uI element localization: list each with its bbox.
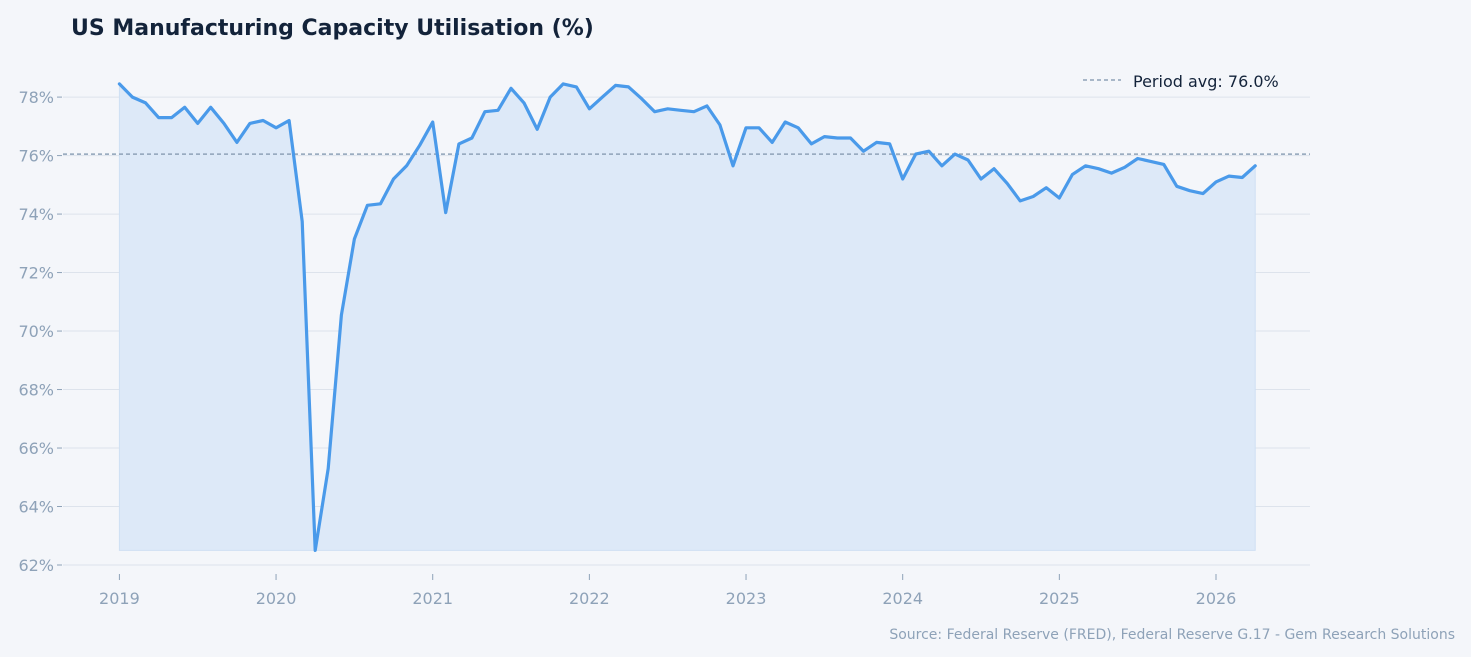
chart-title: US Manufacturing Capacity Utilisation (%… bbox=[71, 16, 594, 41]
y-tick-label: 68% bbox=[18, 381, 54, 400]
x-tick-label: 2023 bbox=[726, 589, 767, 608]
source-note: Source: Federal Reserve (FRED), Federal … bbox=[889, 627, 1455, 643]
y-tick-label: 66% bbox=[18, 439, 54, 458]
x-tick-label: 2020 bbox=[256, 589, 297, 608]
y-tick-label: 70% bbox=[18, 322, 54, 341]
legend-avg-label: Period avg: 76.0% bbox=[1133, 72, 1279, 91]
y-tick-label: 72% bbox=[18, 264, 54, 283]
x-tick-label: 2019 bbox=[99, 589, 140, 608]
y-tick-label: 78% bbox=[18, 88, 54, 107]
line-layer bbox=[117, 82, 1257, 552]
y-tick-label: 62% bbox=[18, 556, 54, 575]
y-tick-label: 76% bbox=[18, 147, 54, 166]
x-tick-label: 2024 bbox=[882, 589, 923, 608]
x-tick-label: 2022 bbox=[569, 589, 610, 608]
axis-layer: 62% 64% 66% 68% 70% 72% 74% 76% 78% 2019 2020 2021 2… bbox=[18, 88, 1310, 608]
x-tick-label: 2021 bbox=[412, 589, 453, 608]
series-line bbox=[117, 82, 1257, 552]
y-tick-label: 64% bbox=[18, 498, 54, 517]
x-tick-label: 2026 bbox=[1196, 589, 1237, 608]
legend: Period avg: 76.0% bbox=[1083, 72, 1279, 91]
y-tick-label: 74% bbox=[18, 205, 54, 224]
x-tick-label: 2025 bbox=[1039, 589, 1080, 608]
